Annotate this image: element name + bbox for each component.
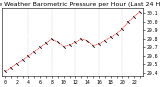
Title: Milwaukee Weather Barometric Pressure per Hour (Last 24 Hours): Milwaukee Weather Barometric Pressure pe… <box>0 2 160 7</box>
